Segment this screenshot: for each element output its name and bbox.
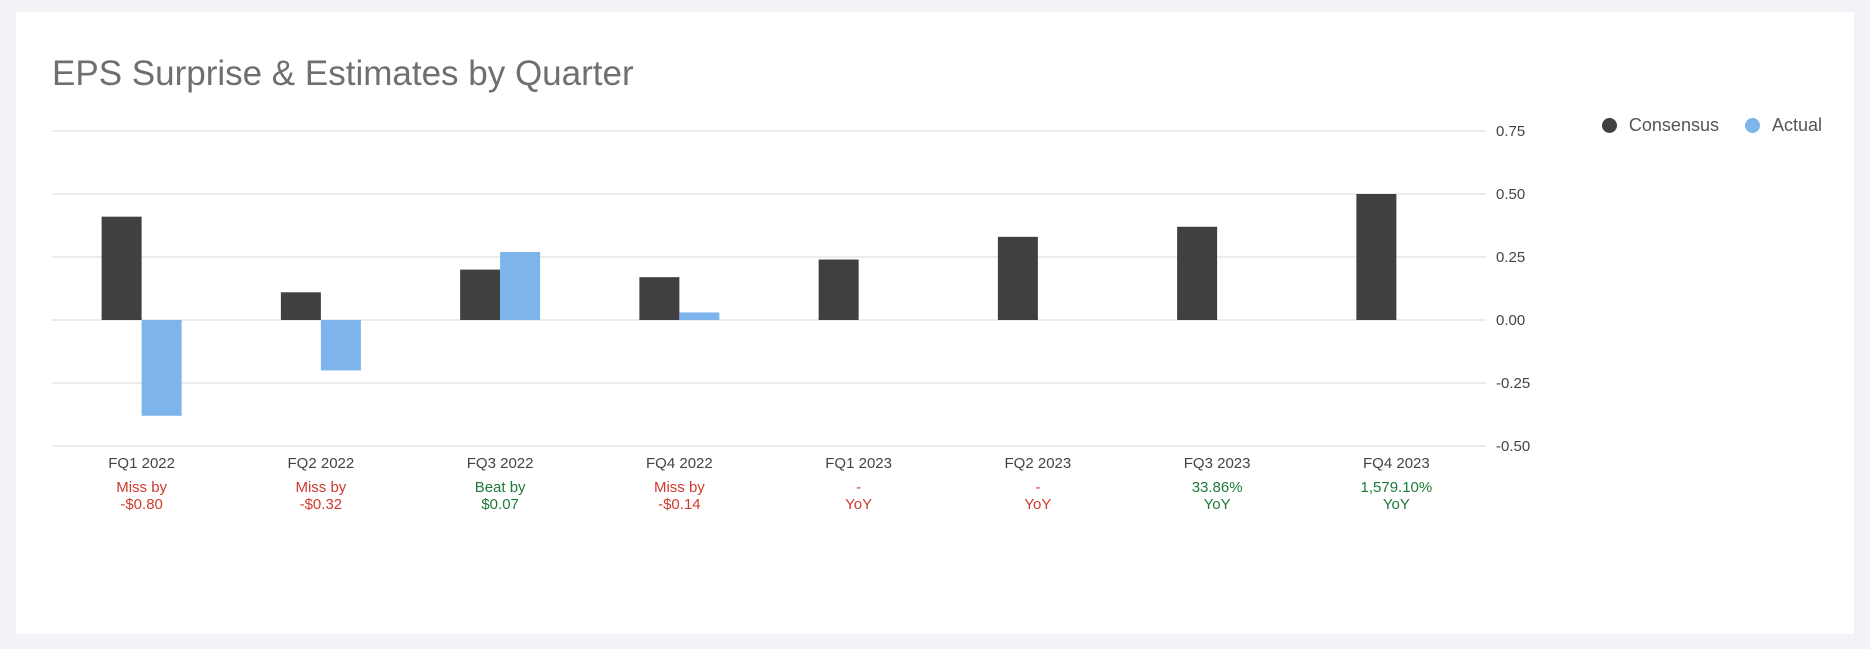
consensus-dot-icon	[1601, 118, 1617, 133]
y-tick-label: -0.50	[1496, 438, 1530, 455]
surprise-value: -$0.80	[120, 496, 163, 513]
surprise-value: YoY	[1024, 496, 1051, 513]
y-tick-label: 0.00	[1496, 312, 1525, 329]
surprise-label: Beat by	[475, 479, 526, 496]
surprise-label: Miss by	[116, 479, 167, 496]
eps-bar-chart: 0.75 0.50 0.25 0.00 -0.25 -0.50 FQ1 2022 Miss b…	[52, 123, 1530, 513]
surprise-label: 1,579.10%	[1361, 479, 1433, 496]
actual-bar[interactable]	[141, 320, 182, 416]
actual-dot-icon	[1744, 118, 1760, 133]
y-tick-label: 0.50	[1496, 186, 1525, 203]
legend: Consensus Actual	[1576, 115, 1822, 136]
surprise-label: Miss by	[654, 479, 705, 496]
legend-label-consensus: Consensus	[1628, 115, 1719, 135]
consensus-bar[interactable]	[1356, 194, 1397, 320]
y-tick-label: 0.25	[1496, 249, 1525, 266]
surprise-value: YoY	[1204, 496, 1231, 513]
y-tick-label: 0.75	[1496, 123, 1525, 140]
x-category-label: FQ3 2022	[467, 455, 534, 472]
chart-title: EPS Surprise & Estimates by Quarter	[52, 54, 634, 93]
consensus-bar[interactable]	[1177, 226, 1218, 320]
legend-item-actual[interactable]: Actual	[1744, 115, 1822, 136]
x-category-label: FQ2 2023	[1005, 455, 1072, 472]
x-category-label: FQ1 2022	[108, 455, 175, 472]
surprise-label: 33.86%	[1192, 479, 1243, 496]
surprise-value: YoY	[845, 496, 872, 513]
x-category-label: FQ4 2022	[646, 455, 713, 472]
y-tick-label: -0.25	[1496, 375, 1530, 392]
actual-bar[interactable]	[500, 251, 541, 320]
surprise-value: YoY	[1383, 496, 1410, 513]
x-category-label: FQ1 2023	[825, 455, 892, 472]
chart-card: EPS Surprise & Estimates by Quarter Cons…	[16, 12, 1854, 634]
consensus-bar[interactable]	[818, 259, 859, 320]
actual-bar[interactable]	[679, 312, 720, 320]
surprise-label: Miss by	[295, 479, 346, 496]
consensus-bar[interactable]	[101, 216, 142, 320]
legend-item-consensus[interactable]: Consensus	[1601, 115, 1719, 136]
consensus-bar[interactable]	[997, 236, 1038, 320]
surprise-value: -$0.32	[300, 496, 343, 513]
consensus-bar[interactable]	[460, 269, 501, 320]
surprise-value: $0.07	[481, 496, 519, 513]
surprise-label: -	[1035, 479, 1040, 496]
x-category-label: FQ2 2022	[288, 455, 355, 472]
actual-bar[interactable]	[320, 320, 361, 371]
surprise-label: -	[856, 479, 861, 496]
legend-label-actual: Actual	[1771, 115, 1822, 135]
surprise-value: -$0.14	[658, 496, 701, 513]
x-category-label: FQ4 2023	[1363, 455, 1430, 472]
consensus-bar[interactable]	[639, 277, 680, 320]
x-category-label: FQ3 2023	[1184, 455, 1251, 472]
consensus-bar[interactable]	[280, 292, 321, 320]
